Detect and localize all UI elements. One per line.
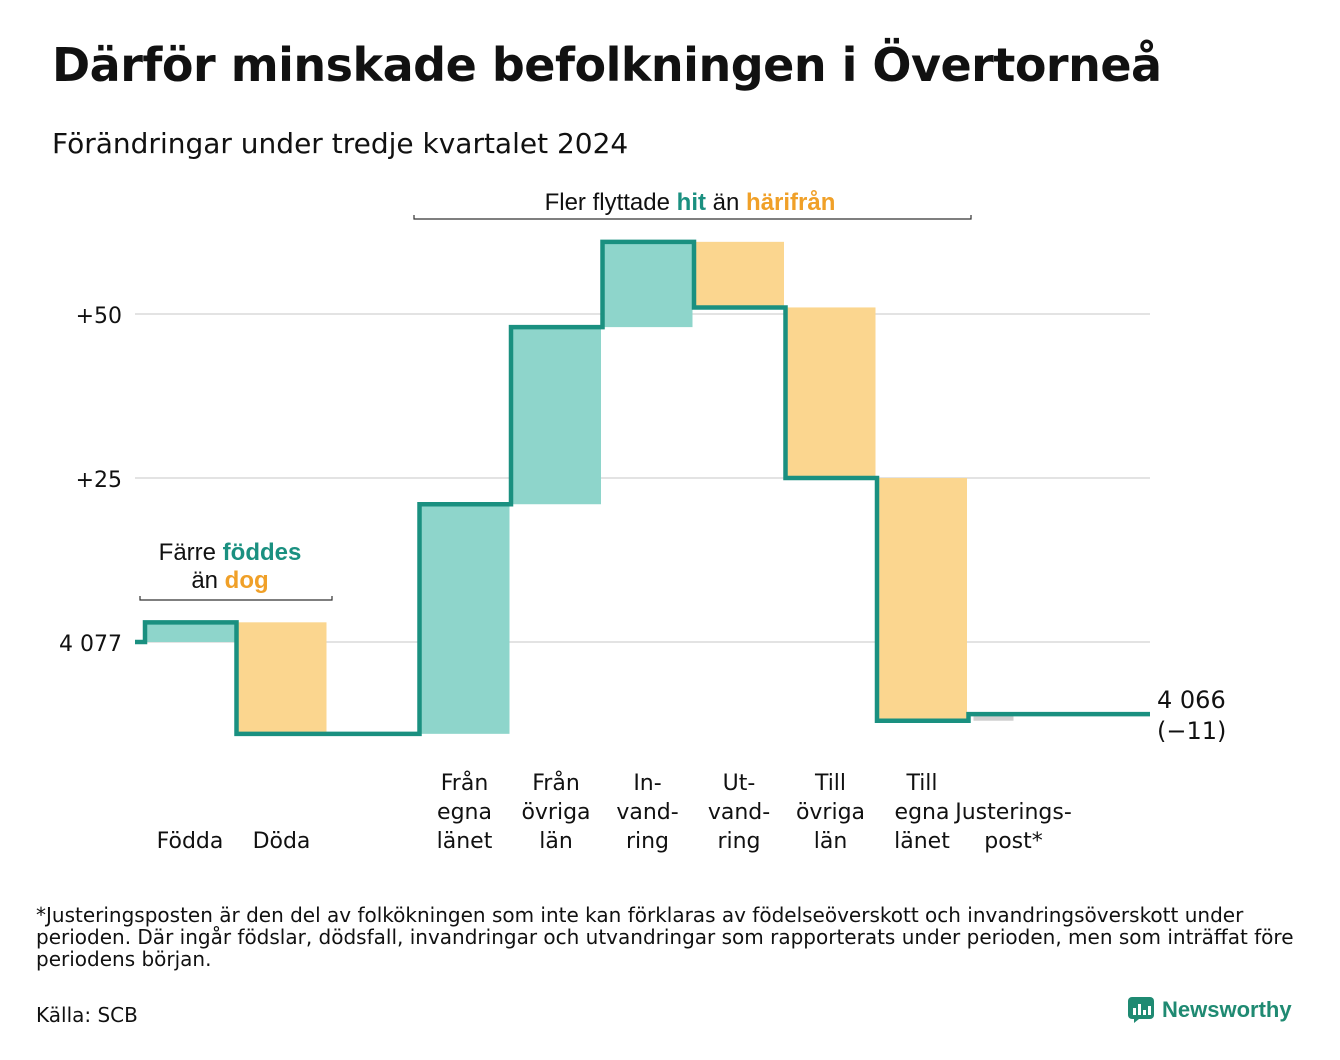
migration-annotation-text-part: härifrån xyxy=(739,189,835,216)
category-label-line: Från xyxy=(441,770,489,796)
category-label-line: Till xyxy=(905,771,937,796)
category-label: Från övriga län xyxy=(521,770,590,854)
migration-annotation-text: Fler flyttade hit än härifrån xyxy=(545,189,836,216)
chart-subtitle: Förändringar under tredje kvartalet 2024 xyxy=(52,127,629,160)
waterfall-chart: 4 077 +25 +50 Födda Döda Från egna länet Från övr… xyxy=(59,189,1226,854)
category-label-line: län xyxy=(814,829,848,854)
newsworthy-logo-icon xyxy=(1128,997,1154,1023)
waterfall-bar xyxy=(145,622,235,642)
category-label: Till övriga län xyxy=(796,771,865,854)
category-label-line: övriga xyxy=(521,800,590,825)
birth-death-annotation-text-part: Färre xyxy=(159,539,216,566)
category-label-line: län xyxy=(539,829,573,854)
birth-death-annotation-text-part: föddes xyxy=(216,539,301,566)
waterfall-bar xyxy=(785,307,876,478)
waterfall-bar xyxy=(236,622,327,734)
chart-title: Därför minskade befolkningen i Övertorne… xyxy=(52,38,1162,92)
migration-annotation-text-part: än xyxy=(706,189,739,216)
brand-logo: Newsworthy xyxy=(1128,997,1292,1023)
category-label: Ut-vand-ring xyxy=(708,771,770,854)
category-label-line: ring xyxy=(717,829,760,854)
birth-death-annotation-text-part: dog xyxy=(218,567,269,594)
category-label-line: övriga xyxy=(796,800,865,825)
category-label-line: post* xyxy=(984,829,1043,854)
footnote: *Justeringsposten är den del av folkökni… xyxy=(36,903,1294,971)
birth-death-annotation-text: än dog xyxy=(191,567,268,594)
category-label: In-vand-ring xyxy=(616,771,678,854)
source-credit: Källa: SCB xyxy=(36,1003,138,1027)
category-label-line: Till xyxy=(814,771,846,796)
waterfall-bar xyxy=(419,504,510,734)
y-tick-label: 4 077 xyxy=(59,632,122,657)
category-label: Justerings-post* xyxy=(953,800,1072,854)
waterfall-bar xyxy=(694,241,784,308)
y-tick-label: +50 xyxy=(76,304,122,329)
category-label-line: Födda xyxy=(157,829,224,854)
waterfall-bar xyxy=(602,241,693,328)
migration-annotation-text-part: hit xyxy=(670,189,706,216)
migration-annotation-text-part: Fler flyttade xyxy=(545,189,670,216)
category-label-line: egna xyxy=(437,800,492,825)
category-label-line: In- xyxy=(633,771,661,796)
category-label-line: länet xyxy=(437,829,493,854)
waterfall-bar xyxy=(973,714,1014,721)
brand-name: Newsworthy xyxy=(1162,997,1292,1022)
category-label-line: vand- xyxy=(708,800,770,825)
category-label-line: Från xyxy=(532,770,580,796)
category-label-line: Döda xyxy=(253,829,311,854)
cumulative-step-line xyxy=(135,239,1150,737)
end-change-label: (−11) xyxy=(1157,717,1226,745)
waterfall-bar xyxy=(877,478,967,721)
category-label-line: egna xyxy=(895,800,950,825)
end-value-label: 4 066 xyxy=(1157,686,1226,714)
category-label-line: Ut- xyxy=(723,771,756,796)
category-label-line: vand- xyxy=(616,800,678,825)
birth-death-annotation-text: Färre föddes xyxy=(159,539,302,566)
category-label-line: länet xyxy=(894,829,950,854)
category-label-line: ring xyxy=(626,829,669,854)
category-label: Till egna länet xyxy=(894,771,950,854)
migration-annotation-bracket xyxy=(413,215,972,220)
category-label: Döda xyxy=(253,829,311,854)
birth-death-annotation-text-part: än xyxy=(191,567,218,594)
waterfall-bar xyxy=(511,327,601,505)
birth-death-annotation-bracket xyxy=(139,596,333,601)
y-tick-label: +25 xyxy=(76,468,122,493)
category-label: Från egna länet xyxy=(437,770,493,854)
category-label-line: Justerings- xyxy=(953,800,1072,825)
category-label: Födda xyxy=(157,829,224,854)
